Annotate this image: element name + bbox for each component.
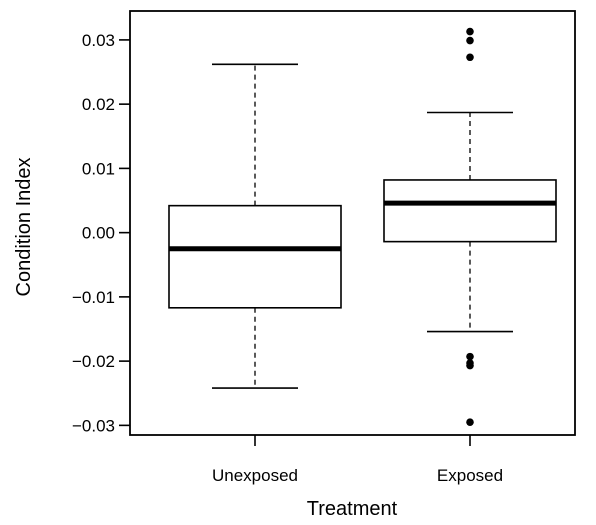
x-tick-label-exposed: Exposed: [437, 466, 503, 485]
y-tick-label: −0.02: [72, 352, 115, 371]
y-tick-label: −0.03: [72, 416, 115, 435]
outlier-point: [466, 53, 474, 62]
x-axis-title: Treatment: [307, 498, 398, 520]
y-axis-title: Condition Index: [13, 158, 35, 297]
boxes-layer: [168, 27, 557, 426]
y-tick-label: 0.00: [82, 224, 115, 243]
y-tick-label: −0.01: [72, 288, 115, 307]
axes-layer: [129, 10, 576, 436]
plot-frame: [129, 10, 576, 436]
outlier-point: [466, 352, 474, 361]
outlier-point: [466, 27, 474, 36]
x-tick-label-unexposed: Unexposed: [212, 466, 298, 485]
outlier-point: [466, 361, 474, 370]
y-tick-label: 0.02: [82, 95, 115, 114]
box-exposed: [383, 27, 557, 426]
y-tick-label: 0.03: [82, 31, 115, 50]
iqr-box: [168, 204, 342, 309]
outlier-point: [466, 418, 474, 426]
y-tick-label: 0.01: [82, 159, 115, 178]
box-unexposed: [168, 63, 342, 389]
iqr-box: [383, 179, 557, 243]
x-axis: Unexposed Exposed: [212, 435, 503, 485]
outlier-point: [466, 36, 474, 45]
y-axis: −0.03 −0.02 −0.01 0.00 0.01 0.02 0.03: [72, 31, 130, 435]
